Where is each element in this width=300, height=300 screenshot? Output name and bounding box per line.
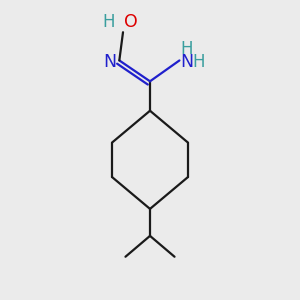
Text: O: O: [124, 13, 138, 31]
Text: N: N: [181, 53, 194, 71]
Text: N: N: [103, 53, 116, 71]
Text: H: H: [103, 13, 115, 31]
Text: H: H: [192, 53, 205, 71]
Text: H: H: [181, 40, 193, 58]
